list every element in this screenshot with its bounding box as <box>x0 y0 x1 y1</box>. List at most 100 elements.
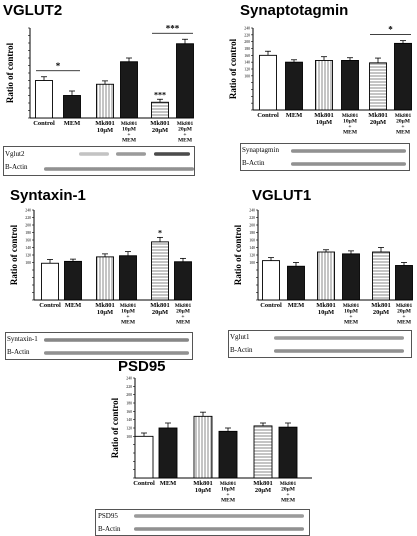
significance-label: *** <box>166 23 180 33</box>
x-tick-label: MEM <box>65 302 82 309</box>
y-tick-label: 220 <box>244 33 250 37</box>
western-blot-image <box>5 332 193 360</box>
y-tick-label: 240 <box>126 377 132 381</box>
significance-label: * <box>56 61 61 71</box>
x-tick-label: Mk801 20μM <box>150 120 170 134</box>
x-tick-label: Mk801 10μM <box>95 120 115 134</box>
x-tick-label: Mk801 20μM <box>368 112 388 126</box>
chart-title: VGLUT1 <box>252 187 312 204</box>
x-tick-label: Mk801 20μM + MEM <box>395 113 412 136</box>
y-tick-label: 240 <box>25 209 31 213</box>
chart-title: VGLUT2 <box>3 2 63 19</box>
x-tick-label: MEM <box>64 120 81 127</box>
western-blot-image <box>3 146 195 176</box>
x-tick-label: Mk801 20μM + MEM <box>396 303 413 326</box>
y-tick-label: 220 <box>249 216 255 220</box>
blot-label: B-Actin <box>242 159 265 167</box>
blot-label: Synaptagmin <box>242 146 279 154</box>
y-tick-label: 160 <box>249 239 255 243</box>
x-tick-label: Control <box>33 120 55 127</box>
significance-label: * <box>388 25 393 35</box>
bar <box>158 427 178 479</box>
y-tick-label: 100 <box>25 261 31 265</box>
y-tick-label: 200 <box>244 40 250 44</box>
western-blot-image <box>95 509 310 536</box>
y-tick-label: 240 <box>249 209 255 213</box>
x-tick-label: Mk801 10μM + MEM <box>121 121 138 144</box>
y-tick-label: 120 <box>244 68 250 72</box>
x-tick-label: MEM <box>288 302 305 309</box>
x-tick-label: Control <box>39 302 61 309</box>
x-tick-label: Mk801 20μM <box>253 480 273 494</box>
x-tick-label: Mk801 10μM + MEM <box>342 113 359 136</box>
blot-label: Vglut1 <box>230 333 250 341</box>
y-tick-label: 240 <box>244 27 250 31</box>
y-tick-label: 140 <box>25 246 31 250</box>
western-blot-image <box>240 143 410 171</box>
y-tick-label: 160 <box>126 410 132 414</box>
blot-label: B-Actin <box>230 346 253 354</box>
x-tick-label: Control <box>257 112 279 119</box>
y-tick-label: 120 <box>249 254 255 258</box>
y-tick-label: 140 <box>126 418 132 422</box>
western-blot-image <box>228 330 412 358</box>
x-tick-label: Mk801 10μM <box>316 302 336 316</box>
y-tick-label: 160 <box>25 239 31 243</box>
chart-title: PSD95 <box>118 358 166 375</box>
y-axis-label: Ratio of control <box>9 224 19 285</box>
y-tick-label: 160 <box>244 54 250 58</box>
y-tick-label: 120 <box>126 427 132 431</box>
bar <box>253 425 273 479</box>
y-axis-label: Ratio of control <box>228 38 238 99</box>
x-tick-label: Mk801 10μM <box>314 112 334 126</box>
y-tick-label: 180 <box>244 47 250 51</box>
y-tick-label: 180 <box>249 231 255 235</box>
x-tick-label: Mk801 20μM + MEM <box>175 303 192 326</box>
blot-label: PSD95 <box>98 512 118 520</box>
x-tick-label: Mk801 20μM + MEM <box>280 481 297 504</box>
y-tick-label: 200 <box>249 224 255 228</box>
blot-label: B-Actin <box>5 163 28 171</box>
significance-label: *** <box>154 90 166 99</box>
x-tick-label: Mk801 10μM + MEM <box>120 303 137 326</box>
y-tick-label: 180 <box>25 231 31 235</box>
blot-label: Syntaxin-1 <box>7 335 38 343</box>
chart-title: Synaptotagmin <box>240 2 349 19</box>
y-tick-label: 220 <box>25 216 31 220</box>
y-tick-label: 180 <box>126 402 132 406</box>
y-tick-label: 100 <box>126 435 132 439</box>
significance-label: * <box>158 228 162 237</box>
y-axis-label: Ratio of control <box>233 224 243 285</box>
x-tick-label: MEM <box>160 480 177 487</box>
y-tick-label: 120 <box>25 254 31 258</box>
bar <box>218 430 238 479</box>
y-tick-label: 140 <box>244 61 250 65</box>
chart-title: Syntaxin-1 <box>10 187 86 204</box>
bar <box>278 426 298 479</box>
x-tick-label: MEM <box>286 112 303 119</box>
blot-label: B-Actin <box>7 348 30 356</box>
y-axis-label: Ratio of control <box>110 397 120 458</box>
y-tick-label: 100 <box>244 74 250 78</box>
x-tick-label: Mk801 20μM + MEM <box>177 121 194 144</box>
bar <box>193 415 213 479</box>
y-axis-label: Ratio of control <box>5 42 15 103</box>
y-tick-label: 220 <box>126 385 132 389</box>
x-tick-label: Mk801 10μM + MEM <box>343 303 360 326</box>
x-tick-label: Control <box>133 480 155 487</box>
bar <box>134 435 154 479</box>
y-tick-label: 100 <box>249 261 255 265</box>
x-tick-label: Mk801 10μM <box>193 480 213 494</box>
x-tick-label: Mk801 10μM <box>95 302 115 316</box>
x-tick-label: Mk801 20μM <box>371 302 391 316</box>
x-tick-label: Mk801 10μM + MEM <box>220 481 237 504</box>
x-tick-label: Control <box>260 302 282 309</box>
y-tick-label: 140 <box>249 246 255 250</box>
blot-label: B-Actin <box>98 525 121 533</box>
x-tick-label: Mk801 20μM <box>150 302 170 316</box>
